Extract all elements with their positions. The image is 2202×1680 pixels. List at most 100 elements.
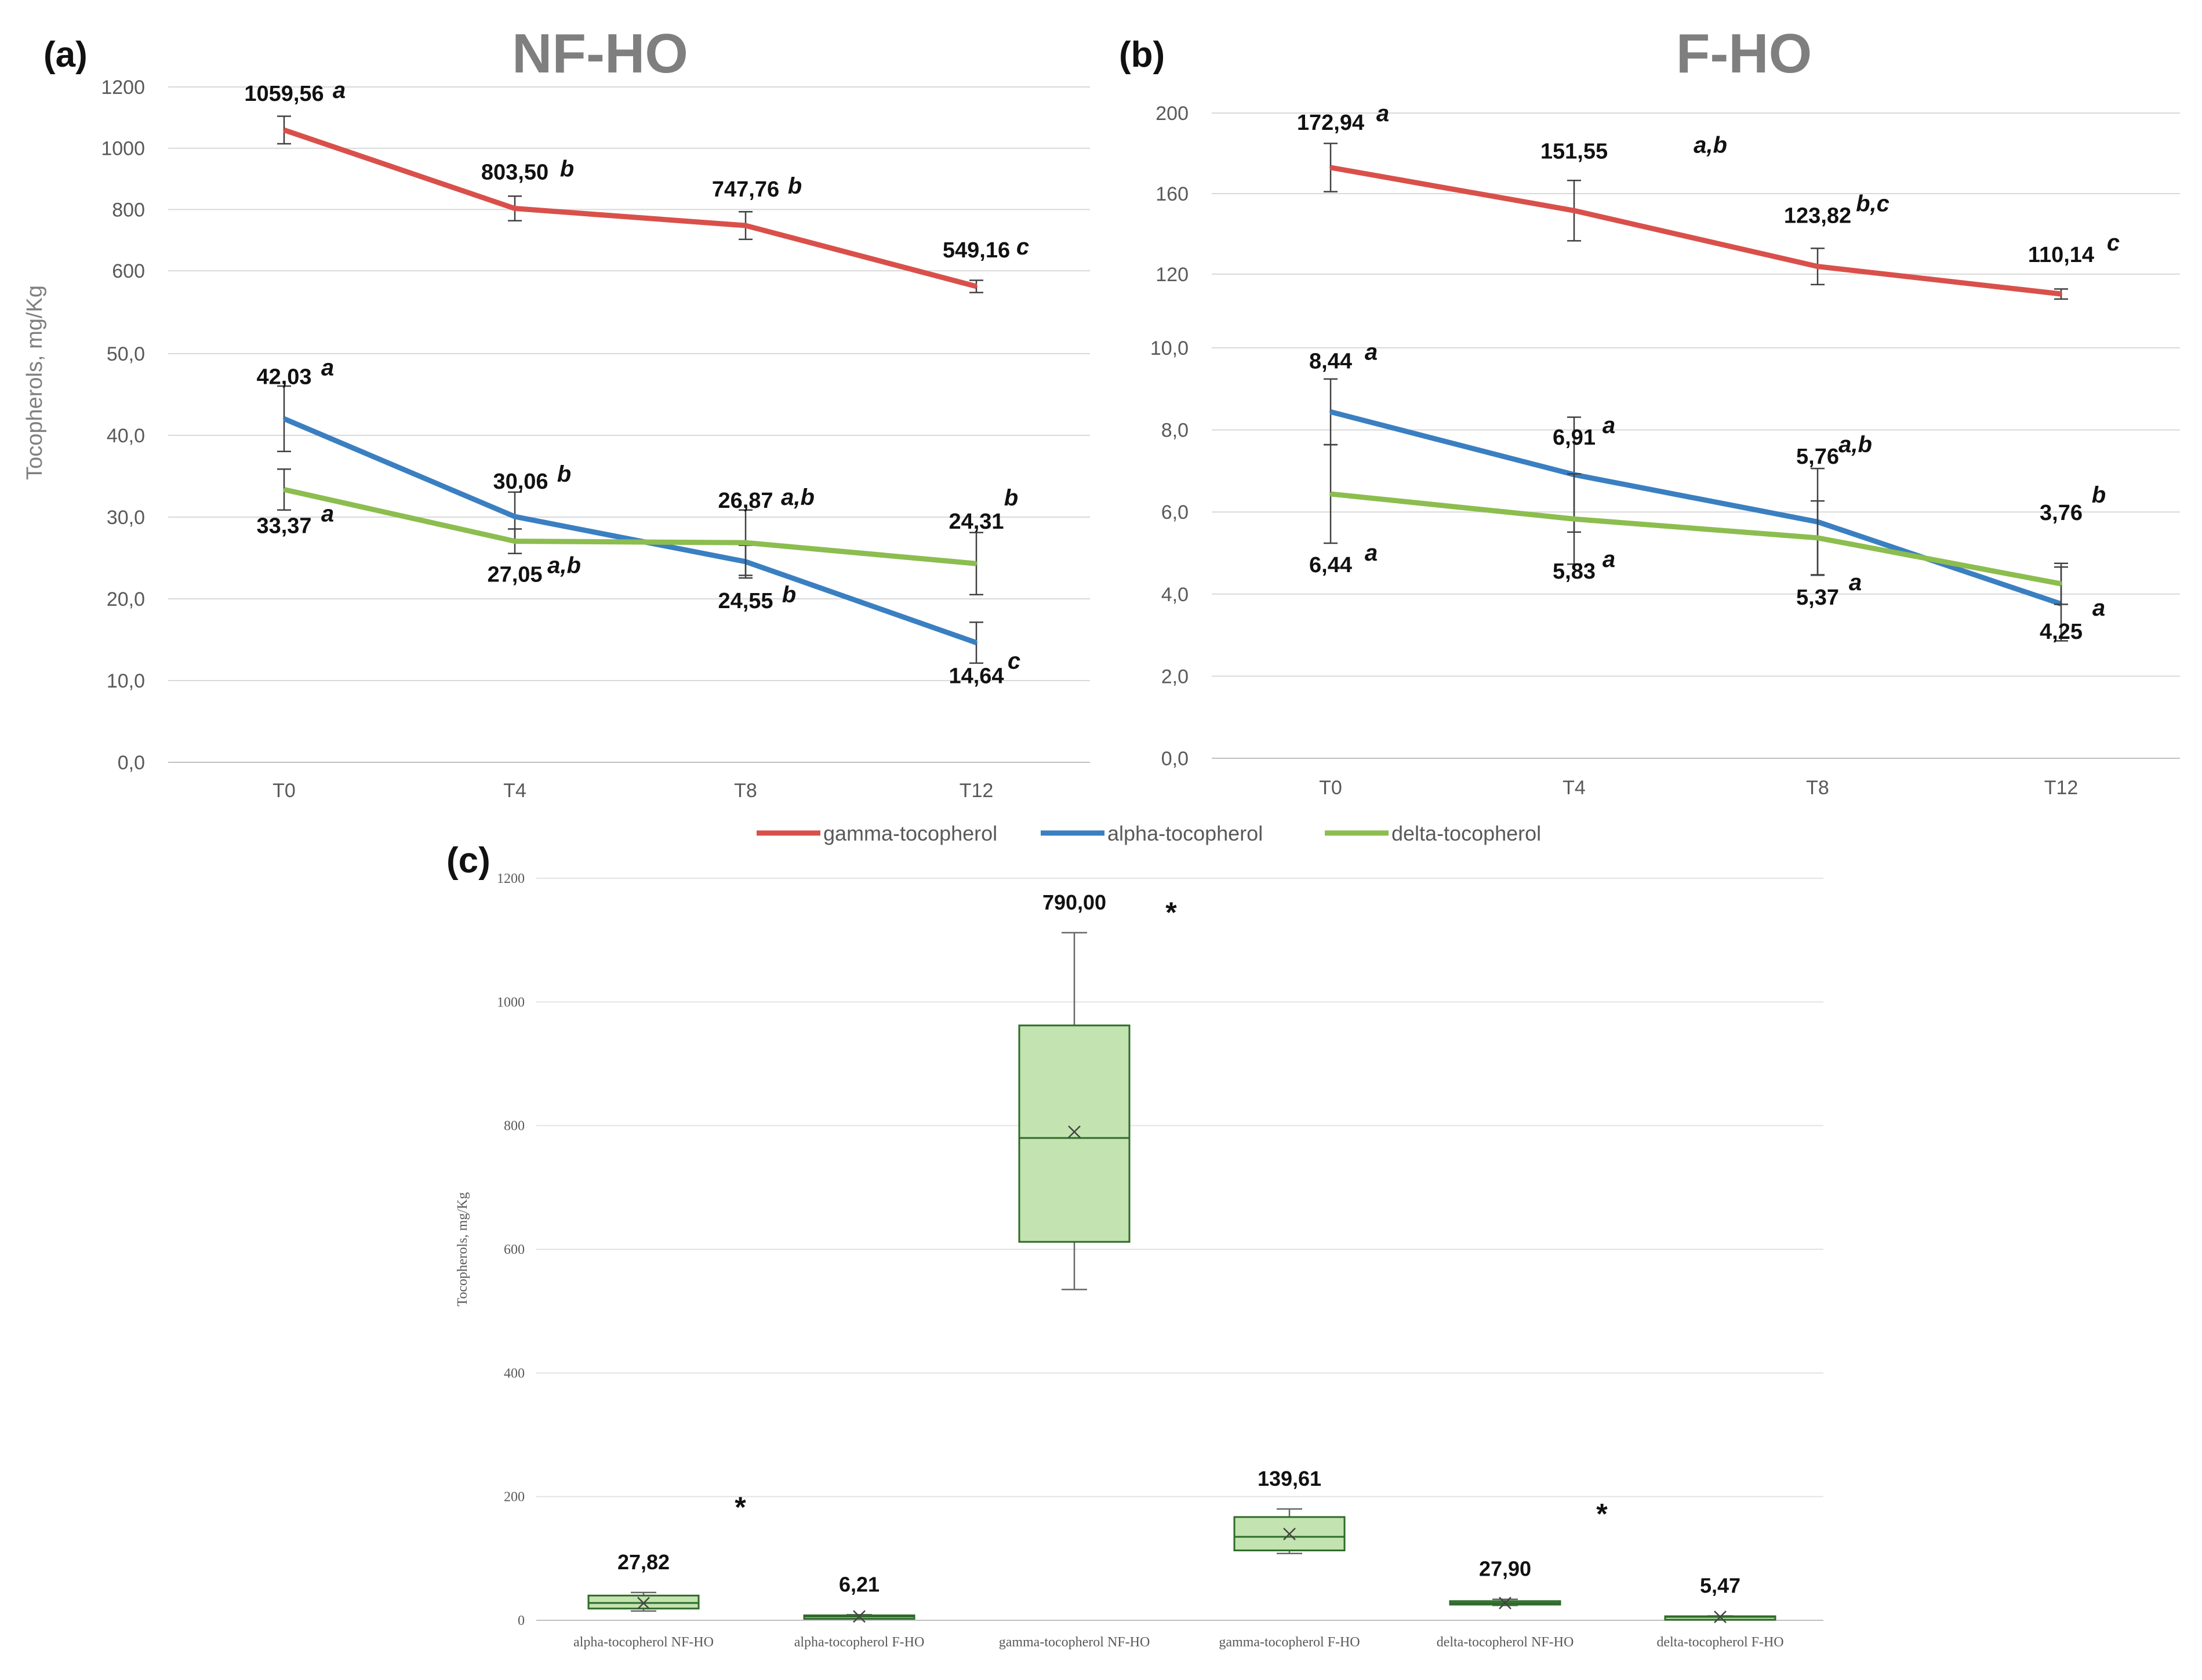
data-point bbox=[1329, 166, 1332, 169]
x-tick-label: T0 bbox=[272, 780, 296, 802]
y-tick-label: 0,0 bbox=[118, 752, 145, 774]
significance-letter: b,c bbox=[1856, 191, 1889, 217]
significance-letter: a bbox=[321, 501, 334, 526]
significance-letter: c bbox=[1016, 234, 1029, 260]
mean-value-label: 139,61 bbox=[1258, 1467, 1321, 1490]
box-alpha-tocopherol-nf-ho: 27,82 * bbox=[587, 1491, 746, 1612]
data-label: 24,31 bbox=[949, 510, 1004, 534]
data-point bbox=[514, 540, 516, 543]
significance-letter: a bbox=[1603, 547, 1615, 572]
y-tick-label: 400 bbox=[504, 1366, 525, 1381]
significance-letter: a bbox=[2092, 595, 2105, 621]
box-delta-tocopherol-nf-ho: 27,90 * bbox=[1449, 1498, 1608, 1610]
data-label: 5,83 bbox=[1553, 559, 1596, 584]
series-line-delta-tocopherol bbox=[284, 487, 977, 566]
series-line-alpha-tocopherol bbox=[1329, 409, 2062, 607]
x-tick-label: alpha-tocopherol F-HO bbox=[794, 1635, 925, 1650]
iqr-box bbox=[587, 1594, 700, 1610]
data-label: 123,82 bbox=[1784, 204, 1851, 228]
data-point bbox=[1816, 536, 1819, 539]
data-label: 26,87 bbox=[718, 489, 773, 513]
y-tick-label: 1200 bbox=[101, 77, 145, 99]
significance-letter: a bbox=[1849, 570, 1862, 595]
y-tick-label: 200 bbox=[504, 1490, 525, 1505]
x-tick-label: alpha-tocopherol NF-HO bbox=[573, 1635, 714, 1650]
y-tick-label: 800 bbox=[504, 1119, 525, 1134]
data-point bbox=[2060, 293, 2062, 296]
significance-letter: a,b bbox=[1694, 132, 1727, 158]
data-label: 27,05 bbox=[487, 563, 542, 587]
x-tick-label: gamma-tocopherol F-HO bbox=[1219, 1635, 1360, 1650]
significance-letter: a bbox=[1603, 413, 1615, 438]
mean-marker bbox=[1714, 1610, 1727, 1624]
mean-value-label: 5,47 bbox=[1700, 1574, 1740, 1598]
data-label: 42,03 bbox=[256, 365, 311, 389]
panel-c-boxplot: (c) Tocopherols, mg/Kg 0 200 400 600 800 1000… bbox=[446, 841, 1823, 1650]
y-tick-label: 1000 bbox=[101, 138, 145, 160]
y-tick-label: 30,0 bbox=[107, 507, 145, 529]
legend-label-delta-tocopherol: delta-tocopherol bbox=[1391, 821, 1541, 845]
data-point bbox=[1816, 265, 1819, 268]
mean-marker bbox=[1068, 1125, 1081, 1139]
significance-letter: b bbox=[782, 582, 796, 608]
data-point bbox=[283, 417, 285, 420]
data-point bbox=[1329, 493, 1332, 496]
significance-letter: a bbox=[321, 355, 334, 380]
data-label: 151,55 bbox=[1540, 139, 1608, 163]
panel-b-label: (b) bbox=[1119, 35, 1165, 75]
data-label: 14,64 bbox=[949, 664, 1004, 689]
panel-b-title: F-HO bbox=[1676, 23, 1812, 85]
series-delta-tocopherol bbox=[277, 468, 983, 596]
y-tick-label: 8,0 bbox=[1161, 420, 1189, 442]
data-point bbox=[514, 207, 516, 210]
data-point bbox=[744, 224, 747, 227]
data-label: 110,14 bbox=[2028, 243, 2094, 267]
x-tick-label: T4 bbox=[503, 780, 526, 802]
x-tick-label: delta-tocopherol F-HO bbox=[1656, 1635, 1783, 1650]
panel-a-title: NF-HO bbox=[512, 23, 688, 85]
series-line-gamma-tocopherol bbox=[283, 127, 978, 289]
x-tick-label: delta-tocopherol NF-HO bbox=[1437, 1635, 1574, 1650]
data-label: 33,37 bbox=[256, 514, 311, 538]
y-tick-label: 800 bbox=[112, 199, 145, 221]
data-point bbox=[975, 641, 978, 644]
mean-value-label: 27,82 bbox=[617, 1550, 670, 1574]
panel-a-label: (a) bbox=[43, 35, 88, 75]
data-label: 5,37 bbox=[1796, 586, 1839, 610]
significance-star: * bbox=[735, 1491, 746, 1523]
x-tick-label: T4 bbox=[1563, 777, 1586, 799]
data-label: 6,44 bbox=[1309, 553, 1352, 577]
series-gamma-tocopherol bbox=[1324, 143, 2068, 300]
box-alpha-tocopherol-f-ho: 6,21 bbox=[803, 1572, 915, 1623]
box-delta-tocopherol-f-ho: 5,47 bbox=[1664, 1574, 1776, 1624]
data-point bbox=[1573, 209, 1575, 212]
mean-marker bbox=[1499, 1597, 1511, 1610]
legend-label-alpha-tocopherol: alpha-tocopherol bbox=[1107, 821, 1263, 845]
series-line-delta-tocopherol bbox=[1330, 491, 2062, 587]
data-point bbox=[2060, 583, 2062, 586]
significance-letter: a bbox=[1376, 101, 1389, 126]
x-tick-label: gamma-tocopherol NF-HO bbox=[999, 1635, 1150, 1650]
panel-b-f-ho: (b) F-HO 120 160 200 0,0 2,0 4,0 6,0 8,0 10,0 T0 T… bbox=[1119, 23, 2180, 799]
data-point bbox=[1329, 410, 1332, 413]
x-tick-label: T12 bbox=[960, 780, 994, 802]
series-alpha-tocopherol bbox=[1324, 378, 2068, 642]
x-tick-label: T8 bbox=[1806, 777, 1829, 799]
mean-marker bbox=[853, 1610, 866, 1623]
box-gamma-tocopherol-nf-ho: 790,00 * bbox=[1018, 890, 1177, 1290]
legend-label-gamma-tocopherol: gamma-tocopherol bbox=[823, 821, 997, 845]
series-alpha-tocopherol bbox=[277, 385, 983, 664]
y-tick-label: 40,0 bbox=[107, 425, 145, 447]
data-point bbox=[975, 562, 978, 565]
data-point bbox=[975, 285, 978, 288]
mean-marker bbox=[637, 1597, 650, 1610]
series-delta-tocopherol bbox=[1324, 443, 2068, 605]
data-point bbox=[744, 541, 747, 544]
y-tick-label: 6,0 bbox=[1161, 501, 1189, 523]
significance-letter: c bbox=[2107, 230, 2120, 256]
significance-letter: b bbox=[1004, 485, 1018, 511]
significance-letter: b bbox=[2092, 482, 2106, 508]
iqr-box bbox=[1233, 1516, 1346, 1551]
y-tick-label: 4,0 bbox=[1161, 584, 1189, 606]
